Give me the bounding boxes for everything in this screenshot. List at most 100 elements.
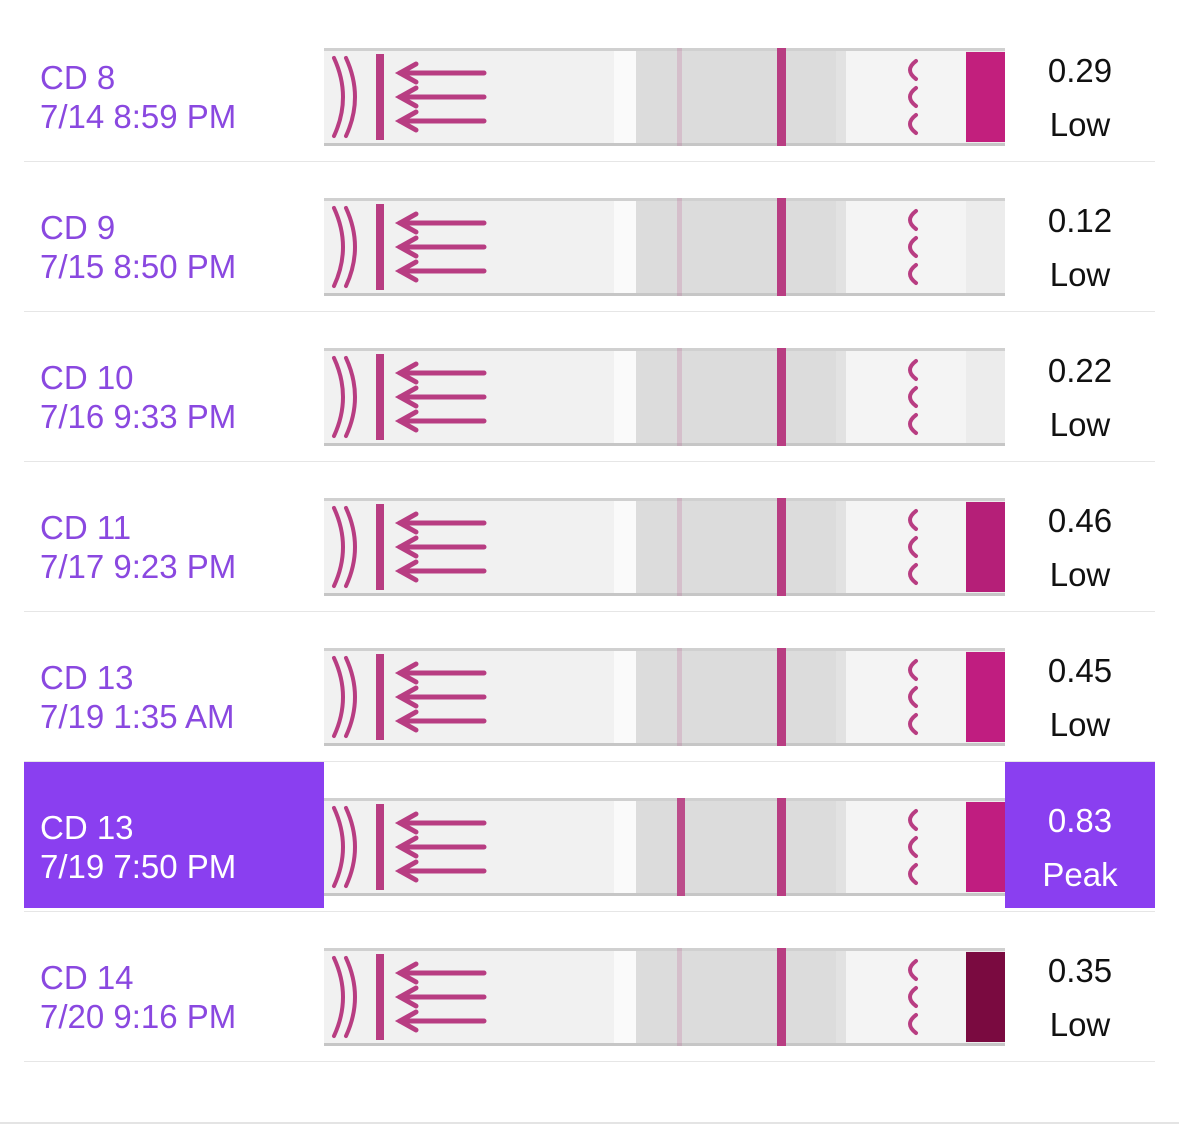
control-c-mark bbox=[908, 809, 918, 831]
strip-curve-mark bbox=[344, 356, 357, 438]
dip-arrow-head bbox=[394, 835, 419, 859]
strip-window-edge bbox=[836, 798, 846, 896]
lh-level-label: Low bbox=[1049, 406, 1111, 443]
test-datetime: 7/15 8:50 PM bbox=[40, 248, 237, 285]
result-row[interactable]: CD 8 7/14 8:59 PM 0.29 Low bbox=[24, 12, 1155, 162]
strip-window-edge bbox=[836, 648, 846, 746]
strip-curve-mark bbox=[344, 806, 357, 888]
strip-window-edge bbox=[836, 948, 846, 1046]
strip-drawing bbox=[324, 48, 1005, 146]
test-strip-image bbox=[324, 948, 1005, 1046]
dip-arrow-head bbox=[394, 559, 419, 583]
strip-gap bbox=[614, 798, 636, 896]
strip-window-edge bbox=[836, 498, 846, 596]
row-right-cell: 0.29 Low bbox=[1005, 12, 1155, 158]
strip-curve-mark bbox=[344, 56, 357, 138]
strip-max-bar bbox=[376, 954, 384, 1040]
dip-arrow-head bbox=[394, 211, 419, 235]
result-row[interactable]: CD 11 7/17 9:23 PM 0.46 Low bbox=[24, 462, 1155, 612]
lh-ratio-value: 0.29 bbox=[1047, 52, 1113, 89]
strip-top-edge bbox=[324, 348, 1005, 351]
lh-ratio-value: 0.12 bbox=[1047, 202, 1113, 239]
control-c-mark bbox=[908, 686, 918, 708]
control-c-mark bbox=[908, 536, 918, 558]
control-c-mark bbox=[908, 113, 918, 135]
result-row[interactable]: CD 9 7/15 8:50 PM 0.12 Low bbox=[24, 162, 1155, 312]
result-row[interactable]: CD 14 7/20 9:16 PM 0.35 Low bbox=[24, 912, 1155, 1062]
strip-drawing bbox=[324, 198, 1005, 296]
strip-curve-mark bbox=[332, 956, 345, 1038]
strip-top-edge bbox=[324, 48, 1005, 51]
row-left-cell: CD 10 7/16 9:33 PM bbox=[24, 312, 324, 458]
test-line bbox=[677, 648, 682, 746]
test-line bbox=[677, 798, 685, 896]
strip-top-edge bbox=[324, 798, 1005, 801]
lh-ratio-value: 0.45 bbox=[1047, 652, 1113, 689]
strip-bottom-edge bbox=[324, 293, 1005, 296]
control-c-mark bbox=[908, 59, 918, 81]
strip-max-bar bbox=[376, 804, 384, 890]
test-line bbox=[677, 48, 682, 146]
strip-window-edge bbox=[836, 348, 846, 446]
dip-arrow-head bbox=[394, 661, 419, 685]
strip-end-pad bbox=[966, 502, 1005, 592]
strip-window-edge bbox=[836, 198, 846, 296]
row-right-cell: 0.83 Peak bbox=[1005, 762, 1155, 908]
strip-bottom-edge bbox=[324, 743, 1005, 746]
test-strip-image bbox=[324, 648, 1005, 746]
row-left-cell: CD 14 7/20 9:16 PM bbox=[24, 912, 324, 1058]
dip-arrow-head bbox=[394, 1009, 419, 1033]
control-line bbox=[777, 48, 786, 146]
row-right-cell: 0.45 Low bbox=[1005, 612, 1155, 758]
cycle-day-label: CD 14 bbox=[40, 959, 134, 996]
strip-bottom-edge bbox=[324, 893, 1005, 896]
row-left-cell: CD 8 7/14 8:59 PM bbox=[24, 12, 324, 158]
strip-curve-mark bbox=[332, 206, 345, 288]
control-c-mark bbox=[908, 1013, 918, 1035]
dip-arrow-head bbox=[394, 811, 419, 835]
strip-curve-mark bbox=[332, 806, 345, 888]
dip-arrow-head bbox=[394, 709, 419, 733]
strip-window-edge bbox=[836, 48, 846, 146]
strip-window bbox=[636, 798, 836, 896]
dip-arrow-head bbox=[394, 859, 419, 883]
lh-level-label: Low bbox=[1049, 256, 1111, 293]
strip-curve-mark bbox=[344, 956, 357, 1038]
row-left-cell: CD 9 7/15 8:50 PM bbox=[24, 162, 324, 308]
row-right-cell: 0.46 Low bbox=[1005, 462, 1155, 608]
dip-arrow-head bbox=[394, 109, 419, 133]
dip-arrow-head bbox=[394, 259, 419, 283]
result-row[interactable]: CD 10 7/16 9:33 PM 0.22 Low bbox=[24, 312, 1155, 462]
strip-window bbox=[636, 48, 836, 146]
strip-curve-mark bbox=[332, 356, 345, 438]
strip-bottom-edge bbox=[324, 143, 1005, 146]
result-row-selected[interactable]: CD 13 7/19 7:50 PM 0.83 Peak bbox=[24, 762, 1155, 912]
row-left-cell: CD 13 7/19 7:50 PM bbox=[24, 762, 324, 908]
strip-end-pad bbox=[966, 52, 1005, 142]
control-line bbox=[777, 198, 786, 296]
control-line bbox=[777, 798, 786, 896]
strip-bottom-edge bbox=[324, 1043, 1005, 1046]
lh-level-label: Peak bbox=[1042, 856, 1118, 893]
strip-max-bar bbox=[376, 54, 384, 140]
strip-gap bbox=[614, 348, 636, 446]
control-line bbox=[777, 498, 786, 596]
strip-gap bbox=[614, 498, 636, 596]
lh-ratio-value: 0.22 bbox=[1047, 352, 1113, 389]
test-datetime: 7/19 1:35 AM bbox=[40, 698, 235, 735]
lh-level-label: Low bbox=[1049, 1006, 1111, 1043]
strip-curve-mark bbox=[344, 206, 357, 288]
dip-arrow-head bbox=[394, 361, 419, 385]
lh-level-label: Low bbox=[1049, 106, 1111, 143]
result-row[interactable]: CD 13 7/19 1:35 AM 0.45 Low bbox=[24, 612, 1155, 762]
dip-arrow-head bbox=[394, 235, 419, 259]
cycle-day-label: CD 11 bbox=[40, 509, 132, 546]
control-c-mark bbox=[908, 86, 918, 108]
strip-cap bbox=[846, 48, 966, 146]
cycle-day-label: CD 9 bbox=[40, 209, 116, 246]
test-line bbox=[677, 948, 682, 1046]
row-right-cell: 0.12 Low bbox=[1005, 162, 1155, 308]
strip-cap bbox=[846, 198, 966, 296]
control-line bbox=[777, 348, 786, 446]
